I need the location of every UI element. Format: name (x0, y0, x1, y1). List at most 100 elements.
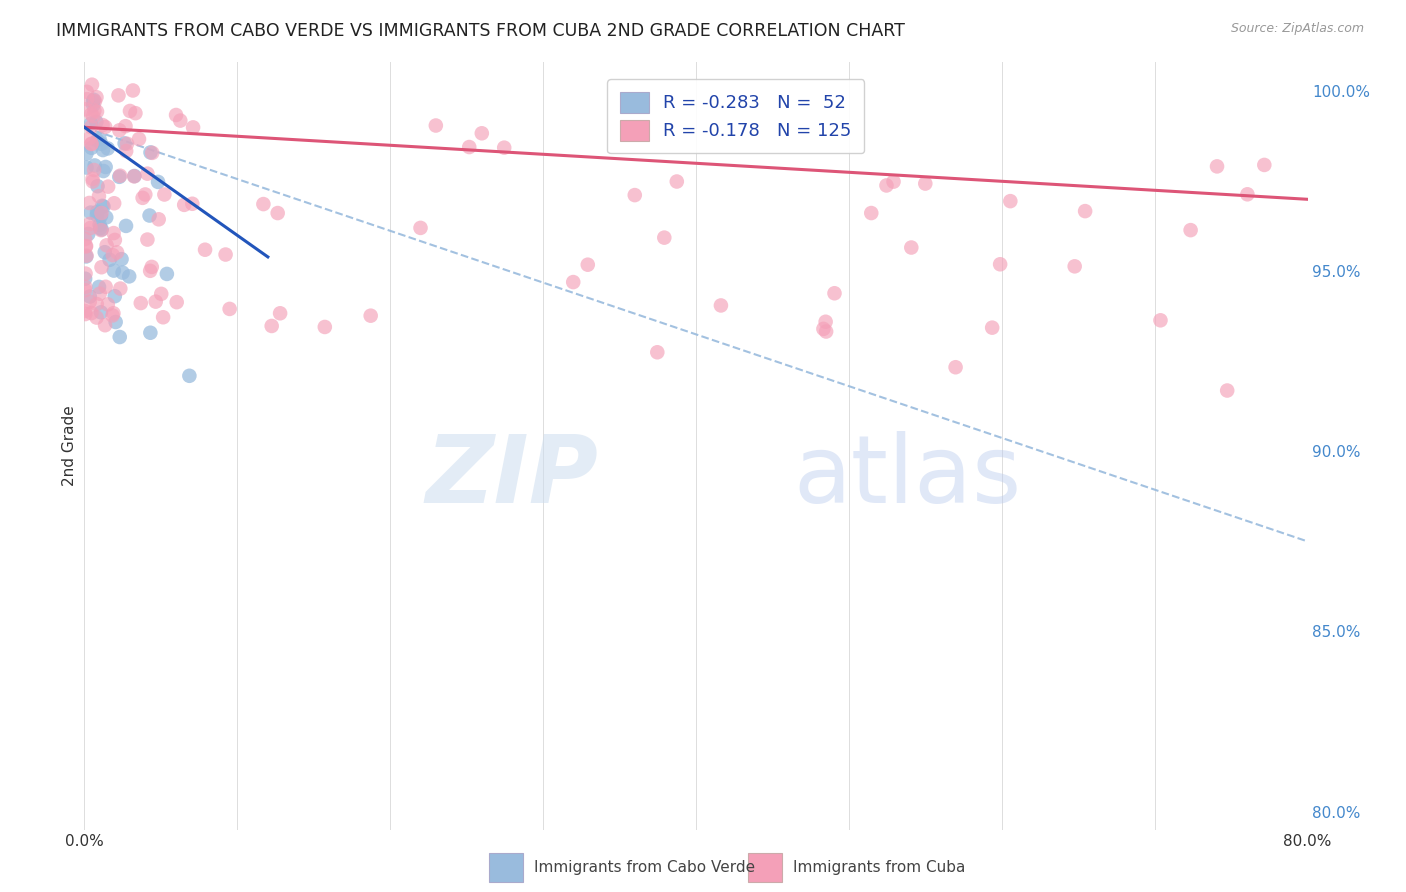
Point (82, 109, 104, 123)
Point (86, 115, 108, 129)
Point (110, 252, 132, 267)
Legend: R = -0.283   N =  52, R = -0.178   N = 125: R = -0.283 N = 52, R = -0.178 N = 125 (607, 79, 865, 153)
Point (169, 113, 191, 128)
Point (141, 145, 163, 160)
Point (1149, 313, 1171, 327)
Point (145, 294, 167, 309)
Point (79, 289, 101, 303)
Point (75, 239, 97, 253)
Point (710, 298, 733, 312)
Point (1206, 160, 1229, 174)
Point (115, 136, 138, 151)
Point (1063, 260, 1085, 274)
Point (181, 120, 204, 135)
Point (173, 198, 195, 212)
Point (79, 294, 101, 309)
Text: IMMIGRANTS FROM CABO VERDE VS IMMIGRANTS FROM CUBA 2ND GRADE CORRELATION CHART: IMMIGRANTS FROM CABO VERDE VS IMMIGRANTS… (56, 22, 905, 40)
Point (139, 264, 162, 278)
Point (110, 282, 132, 296)
Point (86, 310, 108, 325)
Point (93, 164, 115, 178)
Point (90, 209, 112, 223)
Point (82, 171, 104, 186)
Point (131, 191, 153, 205)
Text: Source: ZipAtlas.com: Source: ZipAtlas.com (1230, 22, 1364, 36)
Point (84, 95, 107, 109)
Point (77, 227, 100, 241)
Point (136, 233, 159, 247)
Point (94, 120, 117, 134)
Point (1216, 384, 1239, 398)
Point (76, 85, 98, 99)
Point (97, 179, 120, 194)
Point (269, 306, 291, 320)
Point (471, 126, 494, 140)
Point (79, 221, 101, 235)
Point (153, 187, 176, 202)
Point (814, 315, 837, 329)
Point (824, 286, 846, 301)
Point (409, 220, 432, 235)
Point (97, 297, 120, 311)
Point (623, 188, 645, 202)
Point (90, 223, 112, 237)
Point (875, 178, 897, 193)
Point (1180, 223, 1202, 237)
Point (86, 179, 108, 194)
Point (118, 269, 141, 284)
Point (82, 98, 104, 112)
Point (194, 243, 217, 257)
FancyBboxPatch shape (489, 854, 523, 881)
Point (141, 260, 163, 274)
Point (576, 258, 599, 272)
Point (314, 320, 336, 334)
Point (87, 280, 110, 294)
Point (165, 108, 187, 122)
FancyBboxPatch shape (748, 854, 782, 881)
Point (83, 163, 105, 178)
Point (101, 248, 124, 262)
Point (89, 221, 111, 235)
Point (91, 118, 114, 132)
Point (652, 230, 675, 244)
Point (91, 143, 114, 157)
Point (179, 368, 201, 383)
Point (90, 206, 112, 220)
Point (647, 345, 669, 359)
Point (86, 133, 108, 147)
Point (82, 174, 104, 188)
Text: Immigrants from Cuba: Immigrants from Cuba (793, 860, 966, 875)
Point (76, 249, 98, 263)
Point (152, 310, 174, 325)
Text: Immigrants from Cabo Verde: Immigrants from Cabo Verde (534, 860, 755, 875)
Point (139, 145, 162, 160)
Point (103, 226, 125, 240)
Point (79, 131, 101, 145)
Point (1000, 194, 1022, 208)
Point (86, 104, 108, 119)
Point (218, 301, 240, 316)
Point (75, 283, 97, 297)
Point (101, 309, 124, 323)
Point (134, 187, 156, 202)
Point (148, 212, 170, 227)
Point (107, 88, 129, 103)
Point (83, 93, 105, 107)
Point (80, 107, 103, 121)
Text: ZIP: ZIP (425, 431, 598, 523)
Point (83, 158, 105, 172)
Point (82, 95, 104, 109)
Point (75, 280, 97, 294)
Point (80, 136, 103, 151)
Point (75, 304, 97, 318)
Point (156, 267, 179, 281)
Point (76, 161, 98, 175)
Point (75, 267, 97, 281)
Point (86, 205, 108, 219)
Point (98, 252, 121, 267)
Point (103, 306, 125, 320)
Point (75, 239, 97, 253)
Point (75, 271, 97, 285)
Text: atlas: atlas (794, 431, 1022, 523)
Point (89, 131, 111, 145)
